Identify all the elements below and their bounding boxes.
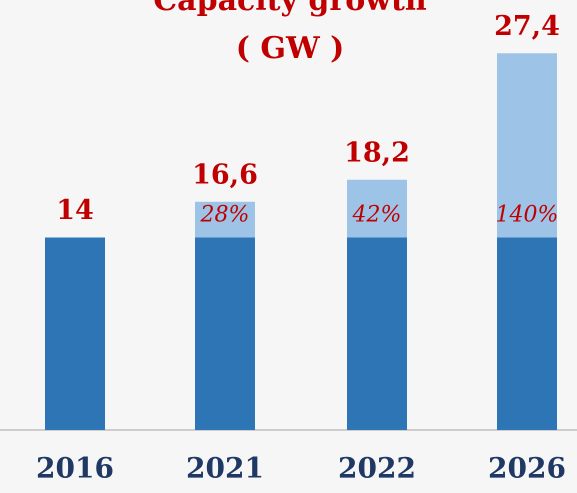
- value-label: 27,4: [494, 11, 560, 42]
- bar-segment: [497, 237, 557, 430]
- x-tick-label: 2022: [338, 452, 416, 485]
- chart-title: Capacity growth: [153, 0, 427, 18]
- x-tick-label: 2026: [488, 452, 566, 485]
- bar-segment: [195, 201, 255, 238]
- value-label: 18,2: [344, 137, 410, 168]
- growth-annotation: 140%: [496, 203, 559, 228]
- growth-annotation: 28%: [200, 203, 250, 228]
- value-label: 16,6: [192, 159, 258, 190]
- growth-annotation: 42%: [352, 203, 402, 228]
- x-tick-label: 2016: [36, 452, 114, 485]
- bar-segment: [45, 237, 105, 430]
- bar-segment: [195, 237, 255, 430]
- bar-segment: [347, 179, 407, 238]
- bar-segment: [497, 53, 557, 238]
- value-label: 14: [56, 195, 94, 226]
- x-tick-label: 2021: [186, 452, 264, 485]
- bar-segment: [347, 237, 407, 430]
- chart-title: ( GW ): [236, 31, 345, 66]
